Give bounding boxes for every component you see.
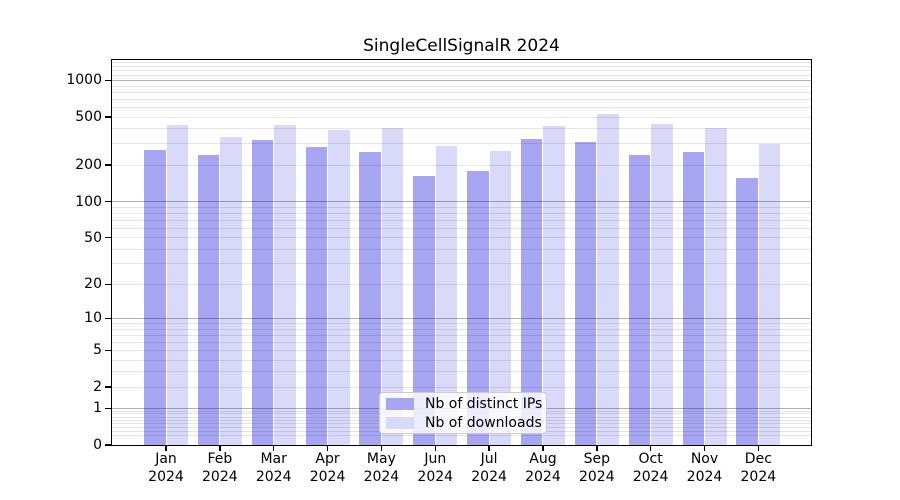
y-tick-label: 10 (84, 310, 102, 327)
y-tick-label: 5 (93, 342, 102, 359)
bar-ips-feb (197, 154, 220, 445)
legend-label-downloads: Nb of downloads (425, 414, 542, 431)
bar-downloads-feb (220, 137, 242, 445)
y-tick-mark (105, 79, 112, 82)
bar-ips-jan (144, 150, 166, 445)
legend-swatch-distinct-ips (386, 397, 414, 410)
y-tick-label: 2 (93, 379, 102, 396)
chart-title: SingleCellSignalR 2024 (363, 36, 560, 56)
y-tick-mark (105, 200, 112, 203)
x-tick-label-feb: Feb 2024 (202, 451, 238, 485)
bar-ips-dec (736, 178, 758, 445)
y-tick-mark (105, 283, 112, 286)
y-tick-label: 20 (84, 276, 102, 293)
x-tick-label-jul: Jul 2024 (471, 451, 507, 485)
legend-item-downloads: Nb of downloads (386, 415, 542, 431)
bar-downloads-dec (758, 143, 781, 445)
bar-downloads-nov (705, 127, 727, 445)
y-tick-mark (105, 444, 112, 446)
bar-ips-sep (574, 141, 597, 445)
bar-ips-nov (682, 152, 704, 445)
x-tick-mark (219, 445, 221, 451)
bars-layer (112, 60, 811, 445)
x-tick-label-may: May 2024 (363, 451, 400, 485)
y-tick-label: 1000 (66, 72, 102, 89)
x-tick-mark (649, 445, 652, 451)
legend-swatch-downloads (386, 416, 414, 429)
bar-downloads-sep (597, 114, 619, 445)
y-tick-label: 200 (75, 157, 102, 174)
x-tick-label-sep: Sep 2024 (578, 451, 615, 485)
x-tick-mark (434, 445, 436, 451)
y-tick-mark (105, 317, 112, 320)
bar-downloads-apr (328, 129, 350, 445)
x-tick-mark (703, 445, 706, 451)
bar-downloads-jun (435, 146, 458, 445)
x-tick-label-jan: Jan 2024 (148, 451, 184, 485)
x-tick-label-mar: Mar 2024 (255, 451, 292, 485)
y-tick-label: 500 (75, 109, 102, 125)
y-tick-mark (105, 116, 112, 118)
bar-ips-apr (305, 146, 328, 445)
y-tick-label: 0 (93, 437, 102, 453)
bar-downloads-oct (651, 123, 673, 445)
x-tick-mark (488, 445, 490, 451)
x-tick-mark (165, 445, 167, 451)
plot-area: Nb of distinct IPs Nb of downloads (111, 59, 812, 446)
x-tick-label-dec: Dec 2024 (740, 451, 777, 485)
x-tick-mark (542, 445, 544, 451)
bar-downloads-may (381, 127, 404, 445)
x-tick-mark (757, 445, 760, 451)
legend-label-distinct-ips: Nb of distinct IPs (425, 395, 543, 412)
bar-ips-jun (413, 175, 435, 445)
x-tick-mark (272, 445, 275, 451)
bar-ips-mar (251, 139, 274, 445)
bar-downloads-mar (274, 125, 296, 445)
y-tick-mark (105, 349, 112, 352)
x-tick-mark (326, 445, 329, 451)
bar-ips-may (359, 151, 381, 445)
x-tick-mark (596, 445, 598, 451)
bar-downloads-jan (166, 125, 188, 445)
y-tick-label: 50 (84, 229, 102, 246)
y-tick-mark (105, 407, 112, 410)
bar-downloads-jul (489, 151, 512, 445)
y-tick-mark (105, 386, 112, 388)
bar-ips-oct (628, 154, 651, 445)
y-tick-mark (105, 236, 112, 239)
legend-item-distinct-ips: Nb of distinct IPs (386, 396, 542, 412)
y-tick-mark (105, 164, 112, 166)
legend: Nb of distinct IPs Nb of downloads (379, 392, 547, 434)
x-tick-label-oct: Oct 2024 (632, 451, 669, 485)
bar-ips-jul (467, 170, 489, 445)
x-tick-mark (380, 445, 383, 451)
bar-ips-aug (520, 138, 543, 445)
x-tick-label-aug: Aug 2024 (525, 451, 561, 485)
y-tick-label: 1 (93, 400, 102, 417)
x-tick-label-nov: Nov 2024 (686, 451, 723, 485)
y-tick-label: 100 (75, 193, 102, 210)
bar-downloads-aug (543, 125, 565, 445)
x-tick-label-jun: Jun 2024 (417, 451, 454, 485)
x-tick-label-apr: Apr 2024 (309, 451, 346, 485)
